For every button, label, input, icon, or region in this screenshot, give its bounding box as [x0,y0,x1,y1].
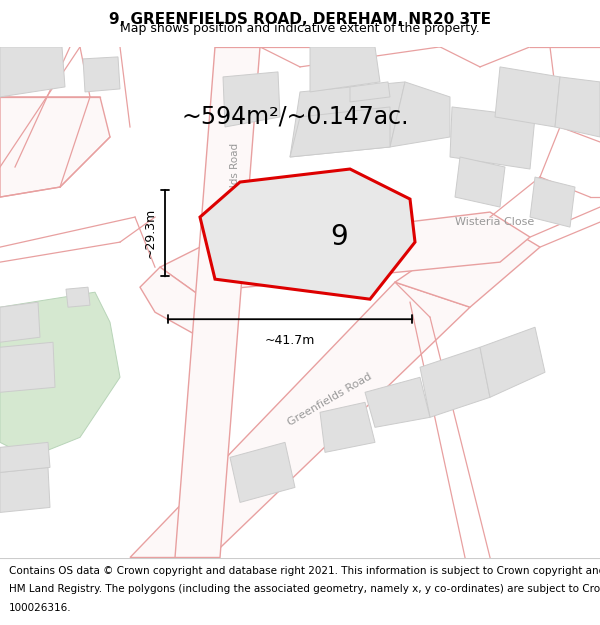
Polygon shape [0,342,55,392]
Polygon shape [0,47,65,97]
Polygon shape [160,212,530,292]
Polygon shape [455,157,505,207]
Polygon shape [223,72,280,127]
Polygon shape [480,328,545,398]
Polygon shape [365,378,430,428]
Polygon shape [130,282,470,558]
Polygon shape [350,82,390,102]
Polygon shape [395,217,540,308]
Polygon shape [66,287,90,308]
Polygon shape [175,47,260,558]
Text: 9: 9 [331,223,348,251]
Polygon shape [200,169,415,299]
Text: 100026316.: 100026316. [9,603,71,613]
Text: ~41.7m: ~41.7m [265,334,315,348]
Polygon shape [420,348,490,418]
Polygon shape [0,468,50,512]
Text: Contains OS data © Crown copyright and database right 2021. This information is : Contains OS data © Crown copyright and d… [9,566,600,576]
Polygon shape [495,67,560,127]
Text: Greenfields Road: Greenfields Road [286,371,374,428]
Text: ~594m²/~0.147ac.: ~594m²/~0.147ac. [181,105,409,129]
Polygon shape [0,302,40,343]
Text: Map shows position and indicative extent of the property.: Map shows position and indicative extent… [120,22,480,35]
Polygon shape [530,177,575,227]
Polygon shape [140,267,220,338]
Polygon shape [450,107,535,169]
Text: ~29.3m: ~29.3m [144,208,157,258]
Polygon shape [290,107,390,157]
Polygon shape [290,82,405,157]
Text: HM Land Registry. The polygons (including the associated geometry, namely x, y c: HM Land Registry. The polygons (includin… [9,584,600,594]
Polygon shape [83,57,120,92]
Text: Wisteria Close: Wisteria Close [455,217,535,227]
Polygon shape [0,97,110,197]
Text: 9, GREENFIELDS ROAD, DEREHAM, NR20 3TE: 9, GREENFIELDS ROAD, DEREHAM, NR20 3TE [109,12,491,27]
Polygon shape [320,402,375,452]
Polygon shape [310,47,380,92]
Polygon shape [555,77,600,137]
Text: Greenfields Road: Greenfields Road [230,142,240,232]
Polygon shape [0,442,50,472]
Polygon shape [230,442,295,503]
Polygon shape [390,82,450,147]
Polygon shape [0,292,120,458]
Text: Wisteria Close: Wisteria Close [255,246,335,265]
